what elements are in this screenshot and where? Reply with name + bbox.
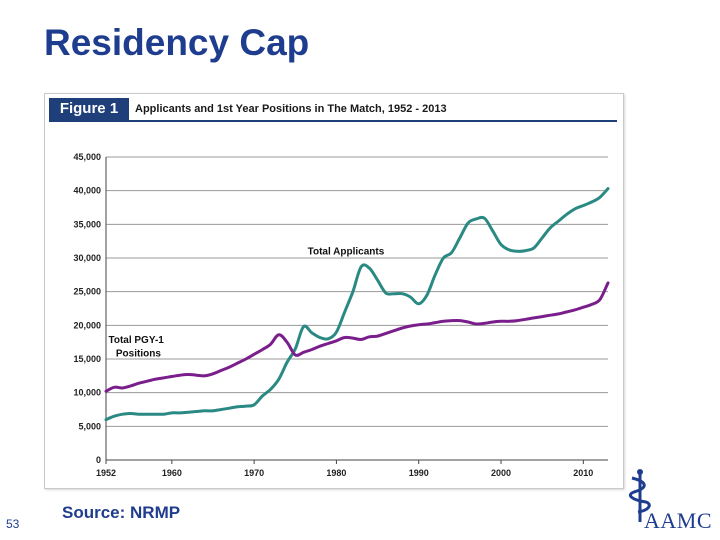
figure-header: Figure 1 Applicants and 1st Year Positio… bbox=[49, 98, 617, 122]
source-note: Source: NRMP bbox=[62, 503, 181, 522]
line-chart: 0 5,000 10,000 15,000 20,000 25,000 30,000 35,0… bbox=[73, 152, 610, 478]
figure-title: Applicants and 1st Year Positions in The… bbox=[135, 103, 447, 115]
y-tick-label: 40,000 bbox=[73, 186, 101, 196]
x-tick-label: 2000 bbox=[491, 468, 511, 478]
figure-panel: Figure 1 Applicants and 1st Year Positio… bbox=[44, 93, 624, 489]
annotation-pgy1-line1: Total PGY-1 bbox=[108, 335, 164, 346]
aamc-logo: AAMC bbox=[626, 468, 716, 538]
y-tick-label: 45,000 bbox=[73, 152, 101, 162]
y-tick-label: 25,000 bbox=[73, 287, 101, 297]
y-tick-label: 30,000 bbox=[73, 253, 101, 263]
annotation-pgy1-line2: Positions bbox=[116, 348, 161, 359]
page-number: 53 bbox=[6, 517, 20, 531]
x-tick-label: 1980 bbox=[326, 468, 346, 478]
logo-text: AAMC bbox=[644, 508, 713, 533]
y-tick-label: 0 bbox=[96, 455, 101, 465]
annotation-total-applicants: Total Applicants bbox=[308, 247, 385, 258]
x-tick-label: 1990 bbox=[409, 468, 429, 478]
caduceus-icon bbox=[629, 469, 651, 522]
y-tick-label: 5,000 bbox=[78, 421, 101, 431]
y-tick-label: 15,000 bbox=[73, 354, 101, 364]
x-tick-label: 2010 bbox=[573, 468, 593, 478]
figure-label: Figure 1 bbox=[49, 98, 129, 120]
y-tick-label: 35,000 bbox=[73, 219, 101, 229]
positions-line bbox=[104, 281, 610, 393]
x-tick-label: 1960 bbox=[162, 468, 182, 478]
x-tick-label: 1952 bbox=[96, 468, 116, 478]
applicants-line bbox=[104, 187, 610, 422]
y-tick-label: 10,000 bbox=[73, 388, 101, 398]
y-tick-label: 20,000 bbox=[73, 320, 101, 330]
slide-title: Residency Cap bbox=[44, 22, 310, 63]
x-tick-label: 1970 bbox=[244, 468, 264, 478]
